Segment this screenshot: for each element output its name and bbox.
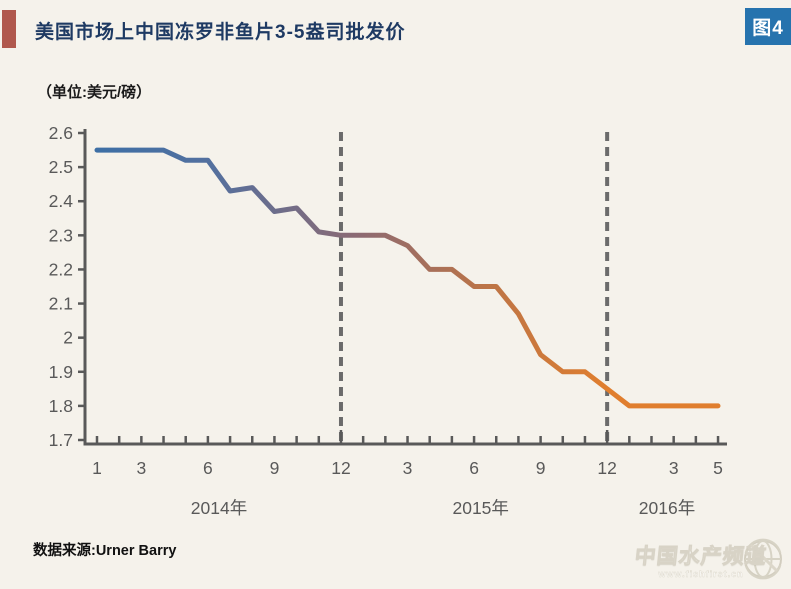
y-axis-label: 2.2	[49, 259, 73, 279]
y-axis-label: 2.1	[49, 294, 73, 314]
x-axis-month-label: 12	[597, 458, 616, 478]
figure-number-badge: 图4	[745, 8, 791, 45]
y-axis-label: 2.4	[49, 191, 74, 211]
x-axis-year-label: 2016年	[639, 498, 695, 518]
unit-label: （单位:美元/磅）	[37, 84, 152, 101]
x-axis-month-label: 9	[536, 458, 546, 478]
x-axis-month-label: 5	[713, 458, 723, 478]
x-axis-year-label: 2015年	[452, 498, 508, 518]
x-axis-month-label: 3	[669, 458, 679, 478]
x-axis-month-label: 12	[331, 458, 350, 478]
y-axis-label: 2.5	[49, 157, 73, 177]
x-axis-month-label: 3	[403, 458, 413, 478]
price-series-line	[94, 147, 721, 409]
y-axis-label: 2.3	[49, 225, 73, 245]
y-axis-label: 2.6	[49, 123, 73, 143]
data-source-note: 数据来源:Urner Barry	[33, 543, 177, 559]
y-axis-label: 2	[63, 328, 73, 348]
y-axis-label: 1.7	[49, 430, 73, 450]
x-axis-year-label: 2014年	[191, 498, 247, 518]
page-title: 美国市场上中国冻罗非鱼片3-5盎司批发价	[35, 22, 406, 43]
title-accent-bar	[2, 10, 16, 48]
x-axis-month-label: 9	[270, 458, 280, 478]
y-axis-label: 1.8	[49, 396, 73, 416]
y-axis-label: 1.9	[49, 362, 73, 382]
x-axis-month-label: 6	[203, 458, 213, 478]
x-axis-month-label: 3	[136, 458, 146, 478]
x-axis-month-label: 1	[92, 458, 102, 478]
chart-header: 美国市场上中国冻罗非鱼片3-5盎司批发价 图4	[0, 0, 791, 60]
axis-lines	[83, 129, 727, 446]
x-axis-month-label: 6	[469, 458, 479, 478]
